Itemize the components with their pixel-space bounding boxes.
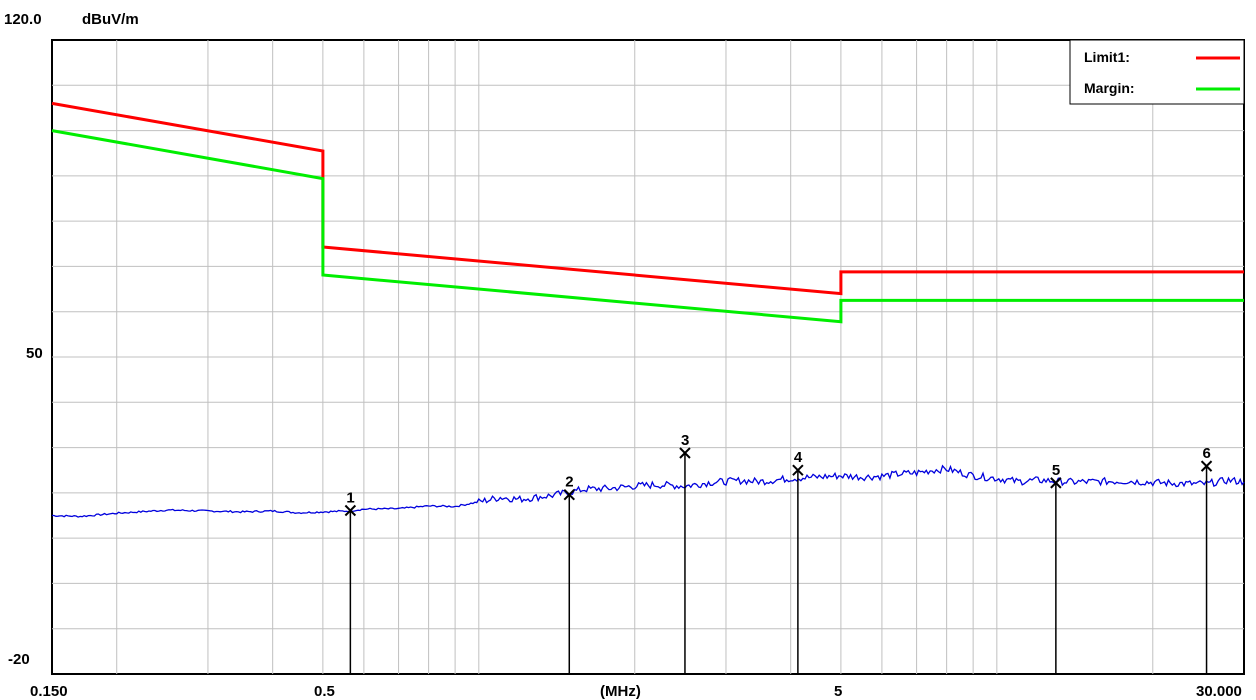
y-axis-max-label: 120.0: [4, 11, 42, 28]
marker-3-label: 3: [681, 432, 689, 449]
marker-cross-stroke: [792, 464, 804, 476]
measurement-trace: [52, 464, 1245, 518]
marker-4-label: 4: [794, 449, 803, 466]
marker-cross-stroke: [1200, 460, 1213, 472]
x-axis-tick-label-0-5: 0.5: [314, 683, 335, 700]
marker-cross-stroke: [679, 447, 691, 459]
marker-6-label: 6: [1203, 445, 1211, 462]
trace-line: [52, 464, 1245, 518]
marker-2-cross: [563, 488, 575, 501]
x-axis-max-label: 30.000: [1196, 683, 1242, 700]
legend-label-margin: Margin:: [1084, 80, 1135, 96]
peak-markers: 1 2 3 4 5 6: [344, 432, 1213, 674]
grid: [52, 40, 1244, 674]
marker-2-label: 2: [565, 474, 573, 491]
x-axis-unit-label: (MHz): [600, 683, 641, 700]
y-axis-unit-label: dBuV/m: [82, 11, 139, 28]
marker-5-cross: [1050, 477, 1062, 489]
marker-1-label: 1: [346, 490, 354, 507]
marker-cross-stroke: [563, 488, 575, 501]
x-axis-min-label: 0.150: [30, 683, 68, 700]
marker-1-cross: [344, 504, 357, 517]
legend: Limit1: Margin:: [1069, 39, 1245, 105]
marker-cross-stroke: [1050, 477, 1062, 489]
y-axis-min-label: -20: [8, 651, 30, 668]
y-axis-mid-label: 50: [26, 345, 43, 362]
marker-6-cross: [1200, 460, 1213, 472]
legend-label-limit: Limit1:: [1084, 49, 1130, 65]
margin-line: [51, 129, 1244, 324]
marker-cross-stroke: [344, 504, 357, 517]
legend-box: [1069, 39, 1245, 105]
marker-3-cross: [679, 447, 691, 459]
marker-4-cross: [792, 464, 804, 476]
x-axis-tick-label-5: 5: [834, 683, 842, 700]
limit-lines: [51, 101, 1244, 324]
limit-line: [51, 101, 1244, 296]
marker-5-label: 5: [1052, 462, 1060, 479]
